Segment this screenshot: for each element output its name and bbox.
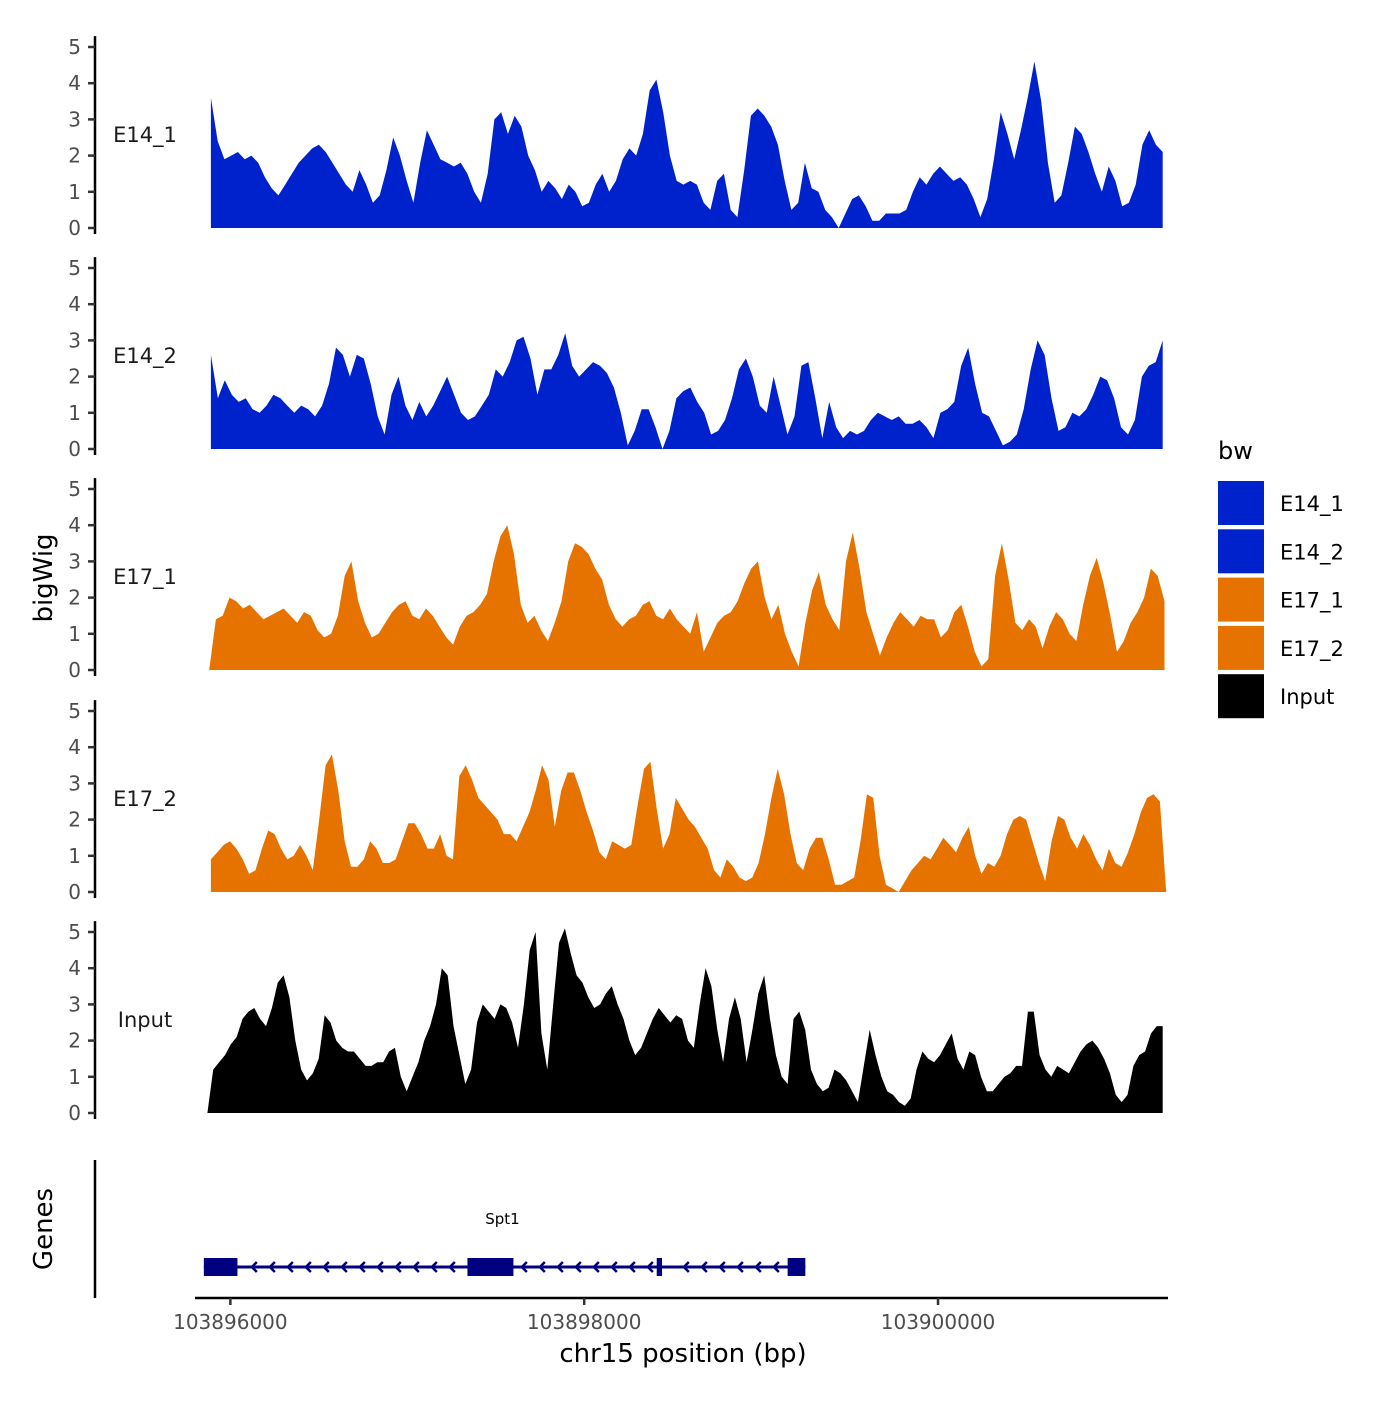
strand-arrow: [358, 1261, 366, 1273]
track-label-Input: Input: [118, 1008, 172, 1032]
y-tick-label: 3: [68, 328, 81, 352]
gene-track-title: Genes: [29, 1188, 59, 1270]
strand-arrow: [610, 1261, 618, 1273]
coverage-area-E14_2: [210, 333, 1163, 449]
track-E17_1: 0 1 2 3 4 5 E17_1: [68, 477, 1165, 682]
y-tick-label: 3: [68, 107, 81, 131]
strand-arrow: [520, 1261, 528, 1273]
legend-key-E17_2: [1218, 625, 1264, 670]
y-tick-label: 5: [68, 35, 81, 59]
track-Input: 0 1 2 3 4 5 Input: [68, 920, 1163, 1125]
legend-label-E17_2: E17_2: [1280, 637, 1344, 662]
y-tick-label: 2: [68, 808, 81, 832]
strand-arrow: [412, 1261, 420, 1273]
y-tick-label: 1: [68, 844, 81, 868]
x-tick-label: 103898000: [527, 1310, 642, 1334]
x-tick-label: 103900000: [881, 1310, 996, 1334]
y-tick-label: 3: [68, 549, 81, 573]
strand-arrow: [592, 1261, 600, 1273]
strand-arrow: [286, 1261, 294, 1273]
y-tick-label: 5: [68, 256, 81, 280]
legend-title: bw: [1218, 437, 1253, 465]
y-tick-label: 4: [68, 292, 81, 316]
x-tick-label: 103896000: [173, 1310, 288, 1334]
legend-label-Input: Input: [1280, 685, 1334, 709]
y-tick-label: 1: [68, 180, 81, 204]
track-label-E14_2: E14_2: [113, 344, 177, 369]
y-axis-title: bigWig: [29, 533, 59, 622]
y-tick-label: 0: [68, 1101, 81, 1125]
y-tick-label: 0: [68, 658, 81, 682]
coverage-area-E14_1: [210, 61, 1163, 228]
legend-key-E14_1: [1218, 481, 1264, 525]
strand-arrow: [340, 1261, 348, 1273]
gene-exon: [467, 1258, 514, 1276]
y-tick-label: 0: [68, 216, 81, 240]
y-tick-label: 4: [68, 956, 81, 980]
x-axis: 103896000 103898000 103900000: [173, 1296, 1168, 1334]
y-tick-label: 1: [68, 622, 81, 646]
y-tick-label: 0: [68, 437, 81, 461]
y-tick-label: 5: [68, 477, 81, 501]
y-tick-label: 1: [68, 401, 81, 425]
gene-label: Spt1: [485, 1210, 519, 1228]
coverage-area-E17_2: [210, 754, 1167, 892]
y-tick-label: 4: [68, 735, 81, 759]
strand-arrow: [322, 1261, 330, 1273]
strand-arrow: [574, 1261, 582, 1273]
y-tick-label: 3: [68, 771, 81, 795]
strand-arrow: [376, 1261, 384, 1273]
strand-arrow: [304, 1261, 312, 1273]
y-tick-label: 4: [68, 71, 81, 95]
strand-arrow: [754, 1261, 762, 1273]
legend: bw E14_1 E14_2 E17_1 E17_2 Input: [1218, 437, 1344, 719]
coverage-tracks: 0 1 2 3 4 5 E14_1 0 1 2 3 4 5 E14_2 0 1 2 3 4 5 E17_1 0 1 2 3 4 5 E…: [68, 35, 1167, 1125]
strand-arrow: [250, 1261, 258, 1273]
strand-arrow: [682, 1261, 690, 1273]
strand-arrow: [538, 1261, 546, 1273]
y-tick-label: 0: [68, 880, 81, 904]
strand-arrow: [556, 1261, 564, 1273]
legend-label-E17_1: E17_1: [1280, 589, 1344, 614]
track-E17_2: 0 1 2 3 4 5 E17_2: [68, 699, 1167, 904]
legend-key-Input: [1218, 674, 1264, 719]
strand-arrow: [394, 1261, 402, 1273]
legend-key-E17_1: [1218, 577, 1264, 622]
gene-exon: [656, 1258, 663, 1276]
y-tick-label: 2: [68, 144, 81, 168]
strand-arrow: [772, 1261, 780, 1273]
coverage-area-E17_1: [209, 525, 1165, 670]
gene-exon: [787, 1258, 806, 1276]
strand-arrow: [448, 1261, 456, 1273]
y-tick-label: 3: [68, 992, 81, 1016]
y-tick-label: 2: [68, 586, 81, 610]
strand-arrow: [430, 1261, 438, 1273]
y-tick-label: 4: [68, 513, 81, 537]
strand-arrow: [718, 1261, 726, 1273]
track-label-E14_1: E14_1: [113, 123, 177, 148]
gene-exon: [203, 1258, 238, 1276]
strand-arrow: [628, 1261, 636, 1273]
y-tick-label: 1: [68, 1065, 81, 1089]
strand-arrow: [700, 1261, 708, 1273]
strand-arrow: [268, 1261, 276, 1273]
legend-label-E14_2: E14_2: [1280, 540, 1344, 565]
y-tick-label: 2: [68, 365, 81, 389]
legend-label-E14_1: E14_1: [1280, 492, 1344, 517]
coverage-area-Input: [207, 928, 1163, 1113]
track-E14_1: 0 1 2 3 4 5 E14_1: [68, 35, 1163, 240]
y-tick-label: 5: [68, 920, 81, 944]
x-axis-title: chr15 position (bp): [559, 1339, 806, 1369]
strand-arrow: [736, 1261, 744, 1273]
track-E14_2: 0 1 2 3 4 5 E14_2: [68, 256, 1163, 461]
legend-key-E14_2: [1218, 529, 1264, 574]
gene-track: Spt1: [93, 1160, 806, 1298]
track-label-E17_1: E17_1: [113, 565, 177, 590]
y-tick-label: 5: [68, 699, 81, 723]
track-label-E17_2: E17_2: [113, 787, 177, 812]
y-tick-label: 2: [68, 1029, 81, 1053]
strand-arrow: [646, 1261, 654, 1273]
